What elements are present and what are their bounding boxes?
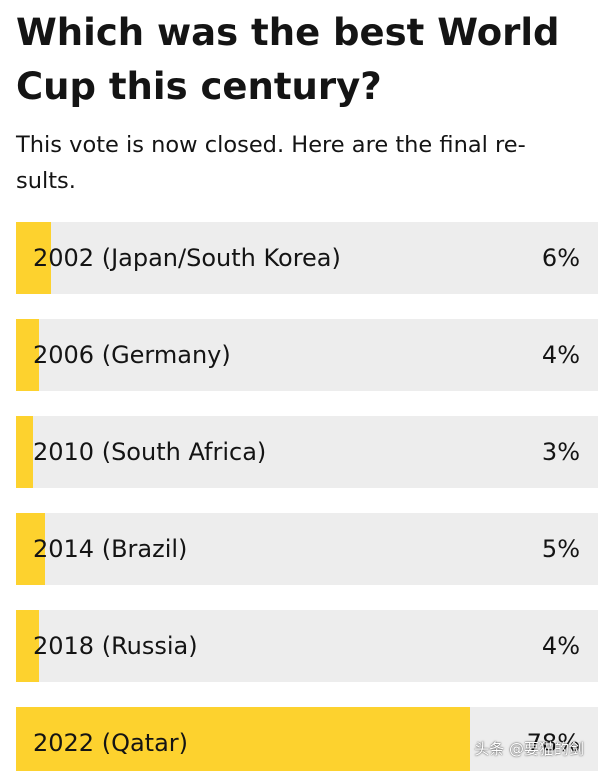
result-row-2002: 2002 (Japan/South Korea) 6% xyxy=(16,222,598,294)
result-label: 2018 (Russia) xyxy=(33,632,198,660)
result-label: 2010 (South Africa) xyxy=(33,438,267,466)
result-percent: 5% xyxy=(541,535,580,563)
result-percent: 4% xyxy=(541,341,580,369)
result-bar-fill xyxy=(16,222,51,294)
result-label: 2006 (Germany) xyxy=(33,341,231,369)
poll-question: Which was the best World Cup this centur… xyxy=(16,11,560,108)
result-row-2022: 2022 (Qatar) 78% xyxy=(16,707,598,771)
result-bar-fill xyxy=(16,610,40,682)
result-row-2010: 2010 (South Africa) 3% xyxy=(16,416,598,488)
result-bar-fill xyxy=(16,319,40,391)
poll-status-text: This vote is now closed. Here are the fi… xyxy=(16,132,526,194)
result-label: 2022 (Qatar) xyxy=(33,729,189,757)
result-label: 2014 (Brazil) xyxy=(33,535,188,563)
result-percent: 6% xyxy=(541,244,580,272)
poll-results: 2002 (Japan/South Korea) 6% 2006 (German… xyxy=(16,222,598,771)
result-row-2014: 2014 (Brazil) 5% xyxy=(16,513,598,585)
result-row-2018: 2018 (Russia) 4% xyxy=(16,610,598,682)
result-percent: 3% xyxy=(541,438,580,466)
result-row-2006: 2006 (Germany) 4% xyxy=(16,319,598,391)
result-percent: 4% xyxy=(541,632,580,660)
result-percent: 78% xyxy=(526,729,580,757)
result-bar-fill xyxy=(16,416,34,488)
result-bar-fill xyxy=(16,707,470,771)
watermark: 头条 @要猫的剑 xyxy=(474,740,584,758)
result-bar-fill xyxy=(16,513,46,585)
result-label: 2002 (Japan/South Korea) xyxy=(33,244,341,272)
